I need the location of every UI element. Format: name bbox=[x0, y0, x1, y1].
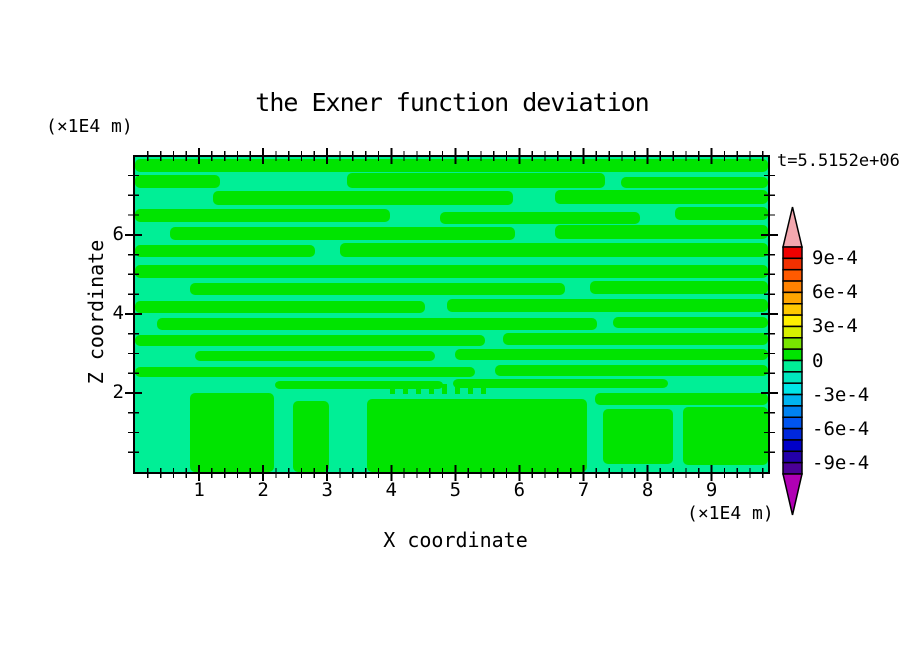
colorbar-cell bbox=[782, 314, 803, 328]
colorbar-tick-label: -3e-4 bbox=[812, 383, 870, 406]
colorbar-tick-label: 9e-4 bbox=[812, 247, 858, 270]
colorbar-cell bbox=[782, 450, 803, 464]
x-tick-label: 2 bbox=[257, 479, 269, 501]
colorbar-over-arrow bbox=[782, 206, 803, 248]
colorbar-cell bbox=[782, 439, 803, 453]
colorbar-cell bbox=[782, 427, 803, 441]
colorbar-cell bbox=[782, 280, 803, 294]
colorbar-tick-label: 0 bbox=[812, 349, 824, 372]
colorbar-cell bbox=[782, 359, 803, 373]
colorbar-tick-label: -6e-4 bbox=[812, 417, 870, 440]
colorbar-cell bbox=[782, 382, 803, 396]
z-tick-label: 6 bbox=[112, 222, 124, 245]
plot-title: the Exner function deviation bbox=[255, 88, 649, 117]
colorbar-cell bbox=[782, 405, 803, 418]
colorbar-cell bbox=[782, 303, 803, 316]
colorbar-cell bbox=[782, 337, 803, 350]
z-tick-label: 4 bbox=[112, 301, 124, 324]
x-tick-label: 3 bbox=[321, 479, 333, 501]
z-axis-unit-label: (×1E4 m) bbox=[46, 116, 133, 137]
colorbar-cell bbox=[782, 268, 803, 282]
x-tick-label: 6 bbox=[513, 479, 526, 501]
colorbar-tick-label: 3e-4 bbox=[812, 315, 858, 338]
colorbar-cell bbox=[782, 291, 803, 305]
time-annotation: t=5.5152e+06 bbox=[777, 151, 900, 171]
axis-ticks bbox=[125, 148, 778, 481]
x-tick-label: 7 bbox=[577, 479, 590, 501]
colorbar-cell bbox=[782, 325, 803, 339]
colorbar-cell bbox=[782, 246, 803, 260]
colorbar bbox=[782, 206, 803, 516]
colorbar-tick-label: 6e-4 bbox=[812, 281, 858, 304]
colorbar-cell bbox=[782, 393, 803, 407]
colorbar-cell bbox=[782, 257, 803, 271]
x-axis-unit-label: (×1E4 m) bbox=[687, 503, 774, 524]
x-tick-label: 1 bbox=[193, 479, 205, 501]
x-axis-title: X coordinate bbox=[383, 528, 528, 552]
x-tick-label: 5 bbox=[449, 479, 462, 501]
contour-field bbox=[135, 157, 768, 472]
colorbar-cell bbox=[782, 348, 803, 362]
colorbar-tick-label: -9e-4 bbox=[812, 451, 870, 474]
x-tick-label: 4 bbox=[385, 479, 397, 501]
colorbar-cell bbox=[782, 371, 803, 384]
colorbar-cell bbox=[782, 416, 803, 430]
x-tick-label: 9 bbox=[705, 479, 718, 501]
contour-plot-frame bbox=[125, 148, 778, 481]
colorbar-under-arrow bbox=[782, 473, 803, 516]
x-tick-label: 8 bbox=[641, 479, 654, 501]
colorbar-cell bbox=[782, 461, 803, 475]
z-tick-label: 2 bbox=[112, 380, 124, 403]
